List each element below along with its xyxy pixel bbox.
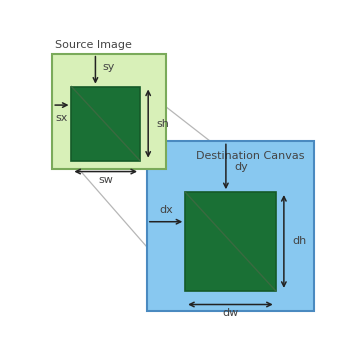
FancyBboxPatch shape [185,192,276,291]
FancyBboxPatch shape [52,54,166,169]
Text: dw: dw [222,308,239,318]
Text: sx: sx [56,113,68,123]
Text: dh: dh [292,236,307,246]
Text: dy: dy [234,162,248,172]
Text: dx: dx [159,205,173,215]
Text: Source Image: Source Image [55,40,132,49]
Text: sw: sw [98,175,113,185]
Text: Destination Canvas: Destination Canvas [196,151,305,161]
FancyBboxPatch shape [72,87,140,161]
Text: sy: sy [102,62,115,72]
Text: sh: sh [156,119,169,129]
FancyBboxPatch shape [147,141,314,312]
